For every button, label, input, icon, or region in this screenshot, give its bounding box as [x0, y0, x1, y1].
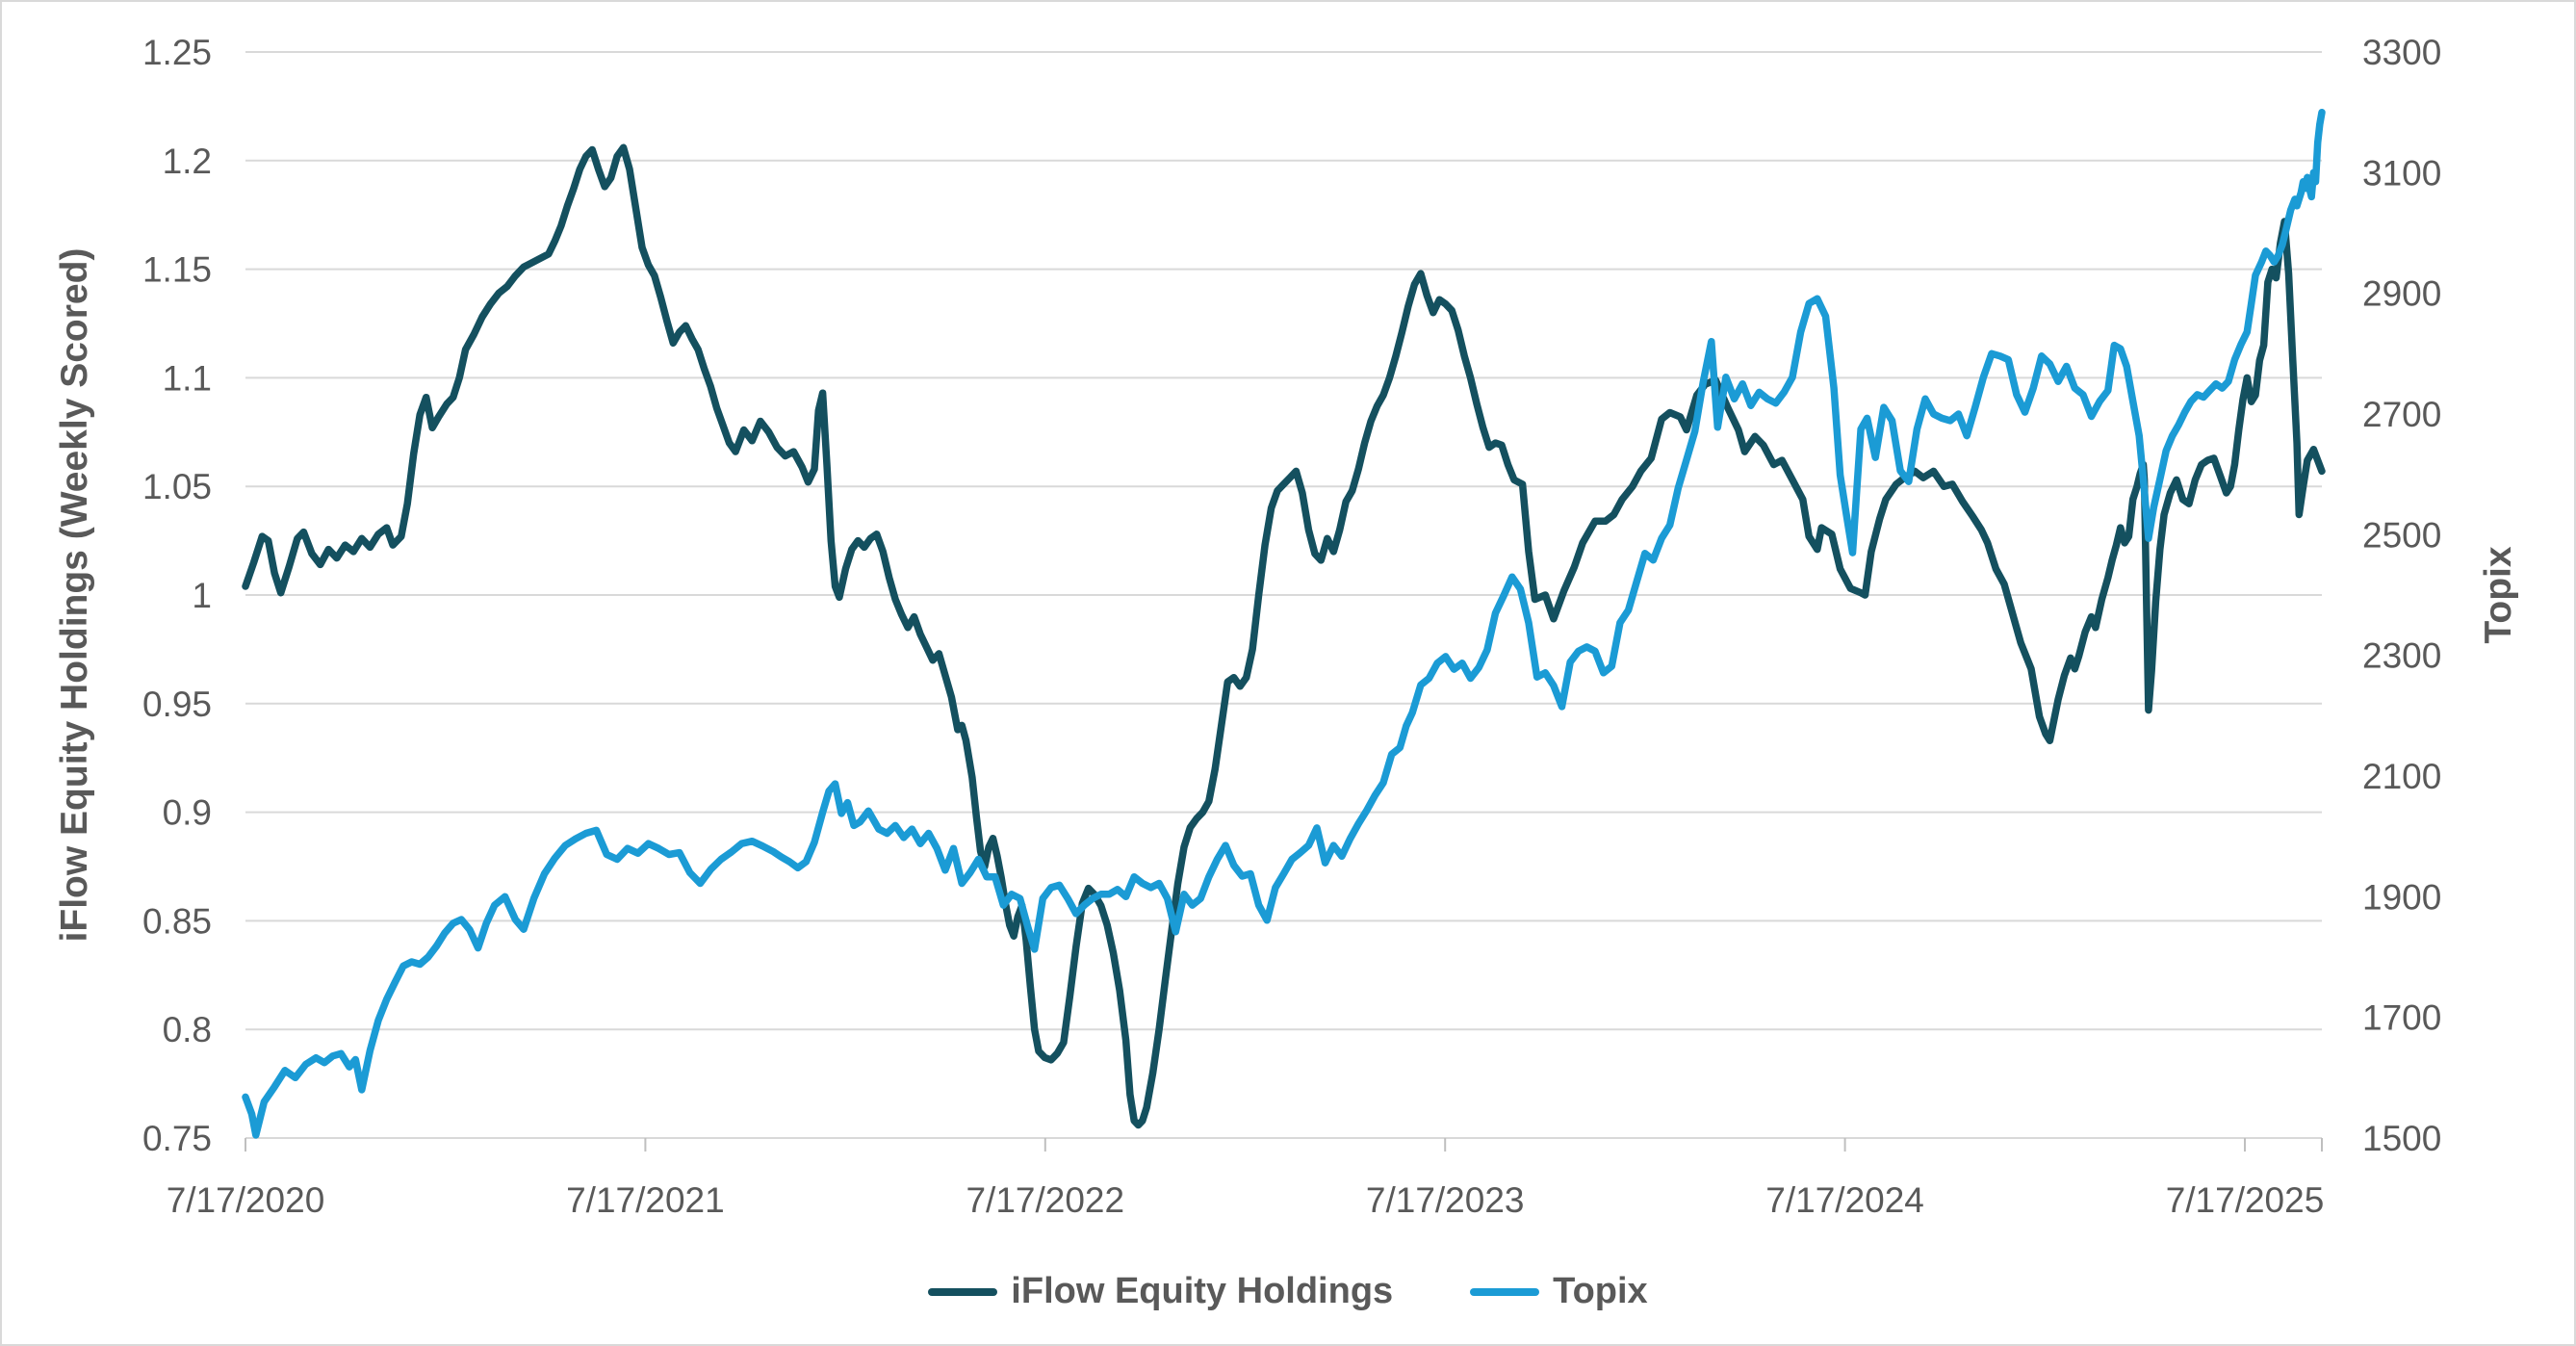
legend-item-topix: Topix — [1470, 1271, 1648, 1312]
left-axis-tick-label: 1.25 — [142, 33, 212, 72]
right-axis-tick-label: 1900 — [2362, 877, 2441, 917]
left-axis-tick-label: 0.95 — [142, 685, 212, 724]
left-axis-tick-label: 1.05 — [142, 467, 212, 506]
right-axis-tick-label: 1500 — [2362, 1119, 2441, 1158]
right-axis-tick-labels: 3300 3100 2900 2700 2500 2300 2100 1900 1700 1500 — [2362, 33, 2441, 1158]
right-axis-tick-label: 2900 — [2362, 274, 2441, 314]
data-series — [242, 108, 2326, 1139]
left-axis-tick-labels: 1.25 1.2 1.15 1.1 1.05 1 0.95 0.9 0.85 0.8 0.75 — [142, 33, 212, 1158]
x-axis-date-labels: 7/17/2020 7/17/2021 7/17/2022 7/17/2023 7/17… — [167, 1180, 2325, 1220]
left-axis-tick-label: 1.15 — [142, 250, 212, 290]
left-axis-tick-label: 0.75 — [142, 1119, 212, 1158]
right-axis-tick-label: 2300 — [2362, 636, 2441, 676]
right-axis-tick-label: 2100 — [2362, 757, 2441, 796]
iflow-equity-holdings-line — [242, 143, 2326, 1129]
x-axis-date-label: 7/17/2020 — [167, 1180, 325, 1220]
right-axis-tick-label: 1700 — [2362, 998, 2441, 1038]
chart-legend: iFlow Equity Holdings Topix — [2, 1271, 2574, 1312]
x-axis-date-label: 7/17/2022 — [966, 1180, 1124, 1220]
left-axis-tick-label: 1.2 — [163, 142, 212, 181]
x-axis-date-label: 7/17/2024 — [1765, 1180, 1924, 1220]
left-axis-tick-label: 1 — [192, 576, 212, 615]
right-axis-tick-label: 2700 — [2362, 395, 2441, 434]
legend-label-topix: Topix — [1553, 1271, 1648, 1311]
right-axis-tick-label: 2500 — [2362, 515, 2441, 555]
left-axis-tick-label: 0.85 — [142, 901, 212, 941]
iflow-line-swatch-icon — [928, 1287, 998, 1296]
left-axis-tick-label: 0.8 — [163, 1010, 212, 1049]
right-axis-tick-label: 3100 — [2362, 153, 2441, 193]
right-axis-tick-label: 3300 — [2362, 33, 2441, 72]
left-axis-title: iFlow Equity Holdings (Weekly Scored) — [54, 248, 95, 943]
x-axis-date-label: 7/17/2025 — [2166, 1180, 2325, 1220]
x-axis-date-label: 7/17/2023 — [1366, 1180, 1525, 1220]
left-axis-tick-label: 0.9 — [163, 793, 212, 833]
left-axis-tick-label: 1.1 — [163, 358, 212, 398]
legend-item-iflow: iFlow Equity Holdings — [928, 1271, 1393, 1312]
right-axis-title: Topix — [2478, 546, 2519, 643]
x-axis-date-label: 7/17/2021 — [566, 1180, 725, 1220]
x-axis-ticks — [245, 1138, 2323, 1152]
topix-line — [242, 108, 2326, 1139]
topix-line-swatch-icon — [1470, 1287, 1540, 1296]
legend-label-iflow: iFlow Equity Holdings — [1011, 1271, 1394, 1311]
